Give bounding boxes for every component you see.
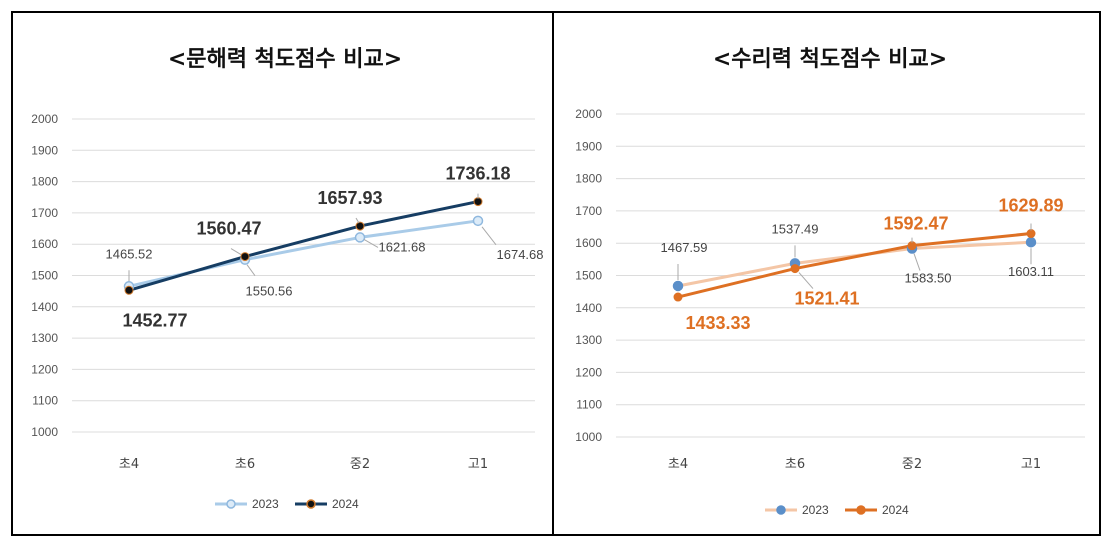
x-category-label: 초6: [235, 457, 255, 472]
data-label-2023: 1674.68: [497, 247, 544, 262]
series-line-2024: [676, 232, 1033, 299]
legend-swatch-marker: [306, 499, 316, 509]
data-point-2024: [673, 292, 683, 302]
x-category-label: 중2: [902, 457, 922, 472]
y-tick-label: 1500: [575, 269, 602, 283]
y-tick-label: 1200: [575, 365, 602, 379]
data-label-2023: 1583.50: [905, 271, 952, 286]
x-category-label: 고1: [468, 457, 488, 472]
y-tick-label: 1000: [575, 430, 602, 444]
data-point-2024: [124, 285, 134, 295]
series-line-2024: [127, 200, 480, 292]
data-point-2024: [790, 264, 800, 274]
series-line-2023: [676, 240, 1033, 288]
data-point-2024: [473, 197, 483, 207]
legend-swatch-marker: [226, 499, 236, 509]
panel-divider: [552, 11, 554, 536]
data-label-2023: 1550.56: [246, 284, 293, 299]
data-point-2023: [1025, 236, 1037, 248]
x-category-label: 초4: [668, 457, 688, 472]
label-leader: [798, 272, 814, 289]
data-point-2023: [672, 280, 684, 292]
x-category-label: 초4: [119, 457, 139, 472]
y-tick-label: 1000: [31, 425, 58, 439]
data-point-2024: [355, 221, 365, 231]
data-label-2024: 1657.93: [317, 188, 382, 208]
y-tick-label: 1500: [31, 269, 58, 283]
data-label-2024: 1433.33: [685, 313, 750, 333]
data-label-2023: 1603.11: [1008, 264, 1054, 279]
y-tick-label: 1100: [32, 394, 58, 408]
y-tick-label: 1400: [575, 301, 602, 315]
label-leader: [363, 238, 379, 248]
figure-frame: [11, 11, 1101, 536]
data-point-2024: [907, 241, 917, 251]
label-leader: [355, 217, 360, 224]
data-label-2024: 1521.41: [794, 289, 859, 309]
legend-label: 2023: [252, 497, 279, 511]
data-label-2024: 1452.77: [122, 310, 187, 330]
x-category-label: 초6: [785, 457, 805, 472]
label-leader: [913, 253, 921, 271]
legend-swatch-marker: [776, 505, 786, 515]
data-point-2023: [354, 232, 366, 243]
y-tick-label: 2000: [575, 107, 602, 121]
y-tick-label: 1900: [575, 139, 602, 153]
legend-label: 2024: [882, 503, 909, 517]
legend-label: 2023: [802, 503, 829, 517]
data-label-2024: 1592.47: [883, 214, 948, 234]
x-category-label: 중2: [350, 457, 370, 472]
legend-label: 2024: [332, 497, 359, 511]
data-label-2023: 1537.49: [772, 221, 819, 236]
y-tick-label: 2000: [31, 112, 58, 126]
y-tick-label: 1700: [31, 206, 58, 220]
chart-panel-2: <수리력 척도점수 비교> 1000 1100 1200 1300 1400 1500 160…: [575, 47, 1085, 517]
y-tick-label: 1300: [575, 333, 602, 347]
data-point-2024: [1026, 229, 1036, 239]
data-label-2023: 1621.68: [379, 239, 426, 254]
data-label-2024: 1560.47: [196, 219, 261, 239]
label-leader: [230, 248, 242, 256]
data-point-2024: [240, 252, 250, 262]
data-label-2023: 1465.52: [106, 246, 153, 261]
y-tick-label: 1900: [31, 143, 58, 157]
x-category-label: 고1: [1021, 457, 1041, 472]
y-tick-label: 1800: [575, 172, 602, 186]
data-label-2024: 1629.89: [998, 196, 1063, 216]
chart-panel-1: <문해력 척도점수 비교> 1000 1100 1200 1300 1400 1500 160…: [31, 47, 543, 511]
y-tick-label: 1200: [31, 362, 58, 376]
data-label-2024: 1736.18: [445, 164, 510, 184]
y-tick-label: 1600: [575, 236, 602, 250]
y-tick-label: 1600: [31, 237, 58, 251]
label-leader: [246, 264, 256, 276]
label-leader: [481, 226, 497, 246]
y-tick-label: 1100: [576, 398, 602, 412]
y-tick-label: 1400: [31, 300, 58, 314]
y-tick-label: 1300: [31, 331, 58, 345]
data-point-2023: [472, 215, 484, 227]
data-label-2023: 1467.59: [661, 240, 708, 255]
y-tick-label: 1800: [31, 175, 58, 189]
chart-title: <수리력 척도점수 비교>: [713, 47, 947, 72]
legend-swatch-marker: [856, 505, 866, 515]
y-tick-label: 1700: [575, 204, 602, 218]
chart-title: <문해력 척도점수 비교>: [168, 47, 402, 72]
